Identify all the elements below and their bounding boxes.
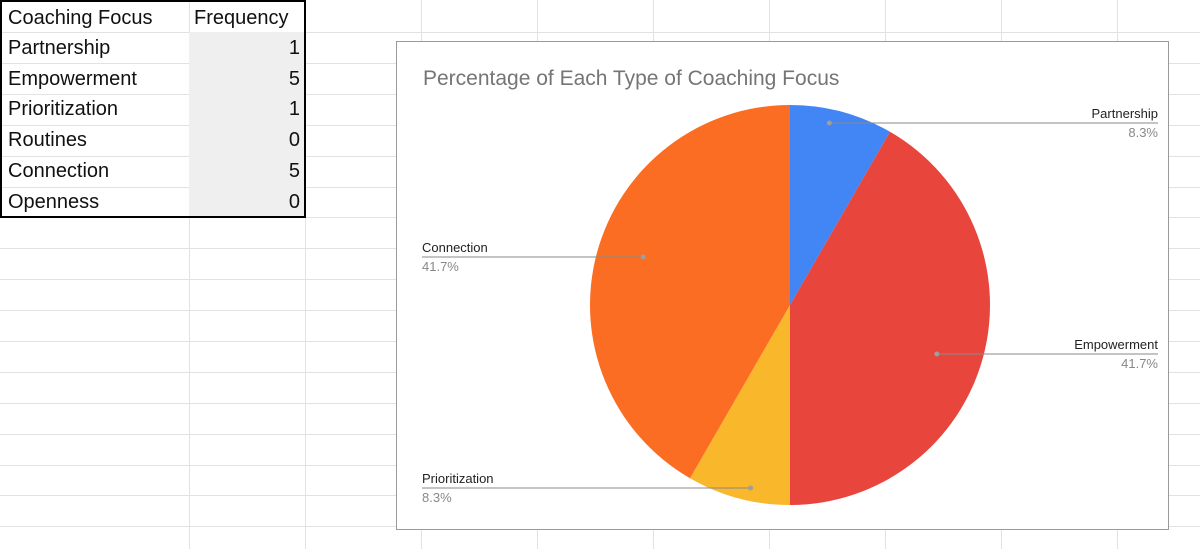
pie-slice-empowerment[interactable] xyxy=(790,131,990,505)
cell-value-openness[interactable]: 0 xyxy=(288,191,300,213)
header-coaching-focus[interactable]: Coaching Focus xyxy=(8,7,153,29)
frequency-column-shading xyxy=(189,32,305,217)
pie-slice-partnership[interactable] xyxy=(790,105,890,305)
slice-percent-partnership: 8.3% xyxy=(1128,125,1158,140)
cell-value-empowerment[interactable]: 5 xyxy=(288,68,300,90)
slice-label-empowerment: Empowerment xyxy=(1074,337,1158,352)
slice-percent-prioritization: 8.3% xyxy=(422,490,452,505)
chart-title: Percentage of Each Type of Coaching Focu… xyxy=(423,67,839,90)
cell-label-connection[interactable]: Connection xyxy=(8,160,110,182)
cell-label-empowerment[interactable]: Empowerment xyxy=(8,68,137,90)
slice-label-prioritization: Prioritization xyxy=(422,471,494,486)
cell-label-openness[interactable]: Openness xyxy=(8,191,100,213)
cell-label-partnership[interactable]: Partnership xyxy=(8,37,111,59)
header-frequency[interactable]: Frequency xyxy=(194,7,289,29)
cell-value-routines[interactable]: 0 xyxy=(288,129,300,151)
table-outline xyxy=(0,0,306,218)
pie-slice-connection[interactable] xyxy=(590,105,790,479)
pie-slice-prioritization[interactable] xyxy=(690,305,790,505)
callout-dot-partnership xyxy=(826,120,832,126)
pie-chart-container[interactable]: Percentage of Each Type of Coaching Focu… xyxy=(396,41,1169,530)
cell-value-partnership[interactable]: 1 xyxy=(288,37,300,59)
callout-dot-connection xyxy=(640,254,646,260)
slice-label-partnership: Partnership xyxy=(1092,106,1158,121)
pie-chart: Percentage of Each Type of Coaching Focu… xyxy=(422,67,1158,505)
callout-dot-empowerment xyxy=(934,351,940,357)
cell-value-connection[interactable]: 5 xyxy=(288,160,300,182)
slice-percent-connection: 41.7% xyxy=(422,259,459,274)
slice-label-connection: Connection xyxy=(422,240,488,255)
slice-percent-empowerment: 41.7% xyxy=(1121,356,1158,371)
cell-label-prioritization[interactable]: Prioritization xyxy=(8,98,119,120)
cell-label-routines[interactable]: Routines xyxy=(8,129,87,151)
cell-value-prioritization[interactable]: 1 xyxy=(288,98,300,120)
callout-dot-prioritization xyxy=(748,485,754,491)
